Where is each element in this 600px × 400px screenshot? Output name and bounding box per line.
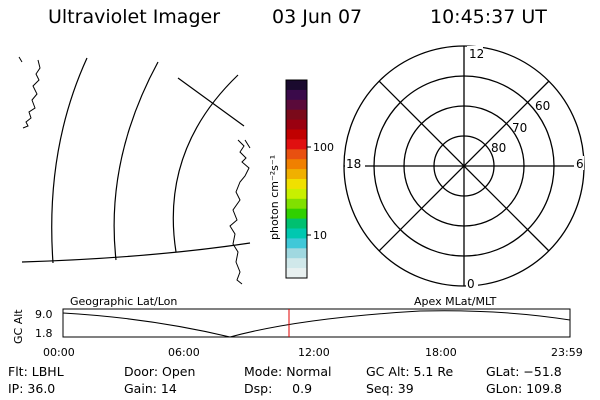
polar-label-12: 12 — [469, 47, 484, 61]
mode-value: Mode: Normal — [244, 364, 332, 379]
timeline-xtick: 18:00 — [425, 346, 457, 359]
colorbar-segment — [286, 218, 307, 230]
timeline-xtick: 00:00 — [43, 346, 75, 359]
lat-label-70: 70 — [512, 121, 527, 135]
glat-value: GLat: −51.8 — [486, 364, 562, 379]
glon-value: GLon: 109.8 — [486, 381, 562, 396]
colorbar-segment — [286, 179, 307, 190]
coastline — [18, 56, 41, 129]
timeline-frame — [62, 308, 571, 338]
header-time: 10:45:37 UT — [430, 6, 547, 28]
colorbar-segment — [286, 169, 307, 180]
seq-value: Seq: 39 — [366, 381, 414, 396]
colorbar-segment — [286, 228, 307, 239]
longitude-line — [113, 61, 159, 261]
colorbar-segment — [286, 258, 307, 269]
ip-value: IP: 36.0 — [8, 381, 56, 396]
colorbar-segment — [286, 188, 307, 200]
filter-value: Flt: LBHL — [8, 364, 64, 379]
colorbar-unit-label: photon cm⁻²s⁻¹ — [268, 155, 281, 240]
timeline-axis-label: GC Alt — [12, 309, 25, 344]
colorbar-segment — [286, 159, 307, 170]
latitude-line — [21, 242, 251, 263]
gc-alt-value: GC Alt: 5.1 Re — [366, 364, 454, 379]
longitude-line — [172, 74, 239, 253]
colorbar-tick-label: 100 — [313, 141, 334, 154]
door-value: Door: Open — [124, 364, 196, 379]
colorbar-tick-label: 10 — [313, 229, 327, 242]
timeline-ytick: 1.8 — [35, 327, 53, 340]
colorbar-segment — [286, 139, 307, 150]
app-title: Ultraviolet Imager — [48, 6, 221, 28]
lat-label-80: 80 — [491, 141, 506, 155]
dsp-value: Dsp: 0.9 — [244, 381, 313, 396]
gain-value: Gain: 14 — [124, 381, 177, 396]
colorbar — [286, 80, 307, 279]
colorbar-segment — [286, 129, 307, 140]
lat-label-60: 60 — [535, 99, 550, 113]
polar-label-6: 6 — [576, 157, 584, 171]
colorbar-segment — [286, 99, 307, 111]
timeline-xtick: 12:00 — [298, 346, 330, 359]
colorbar-segment — [286, 149, 307, 160]
timeline-xtick: 23:59 — [551, 346, 583, 359]
colorbar-segment — [286, 248, 307, 259]
coastline — [229, 139, 251, 285]
altitude-curve — [62, 310, 571, 338]
colorbar-segment — [286, 109, 307, 121]
polar-diagonal — [378, 80, 550, 252]
polar-plot — [343, 45, 585, 287]
apex-caption: Apex MLat/MLT — [414, 295, 497, 308]
timeline-xtick: 06:00 — [168, 346, 200, 359]
colorbar-segment — [286, 208, 307, 220]
colorbar-frame — [285, 79, 308, 279]
colorbar-segment — [286, 268, 307, 279]
longitude-line — [51, 57, 88, 264]
colorbar-segment — [286, 89, 307, 101]
polar-label-18: 18 — [346, 157, 361, 171]
meridian-line — [177, 77, 245, 127]
colorbar-segment — [286, 198, 307, 210]
polar-label-0: 0 — [467, 277, 475, 291]
geographic-caption: Geographic Lat/Lon — [70, 295, 177, 308]
timeline-ytick: 9.0 — [35, 308, 53, 321]
colorbar-segment — [286, 80, 307, 91]
colorbar-segment — [286, 238, 307, 249]
header-date: 03 Jun 07 — [272, 6, 363, 28]
colorbar-segment — [286, 119, 307, 131]
